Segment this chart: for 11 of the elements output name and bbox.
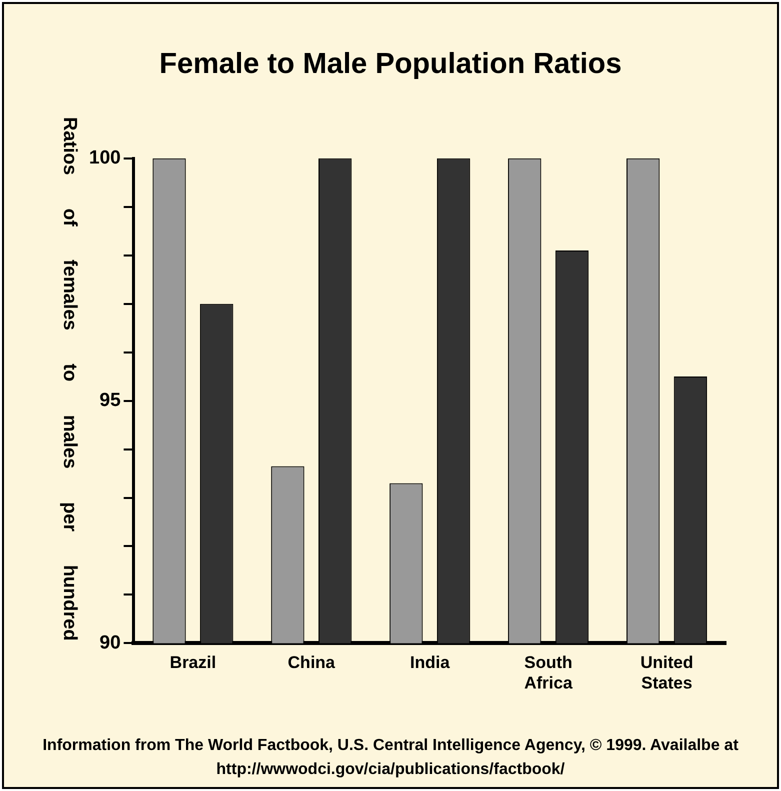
text: Information from The World Factbook, U.S. Central Intelligence Agency, © 1999. Availalbe at http://wwwodci.gov/cia/publications/factbook/: [42, 736, 740, 780]
x-tick-label: Brazil: [170, 653, 216, 672]
y-tick-label: 95: [100, 390, 122, 412]
y-axis-title: Ratios of females to males per hundred: [58, 116, 80, 643]
y-tick-label: 90: [100, 632, 121, 654]
y-tick-label: 100: [89, 148, 121, 169]
x-tick-label: China: [288, 653, 336, 672]
x-tick-label: United States: [640, 653, 694, 692]
chart-title: Female to Male Population Ratios: [158, 48, 623, 81]
x-tick-label: South Africa: [524, 653, 573, 692]
x-tick-label: India: [410, 653, 450, 672]
